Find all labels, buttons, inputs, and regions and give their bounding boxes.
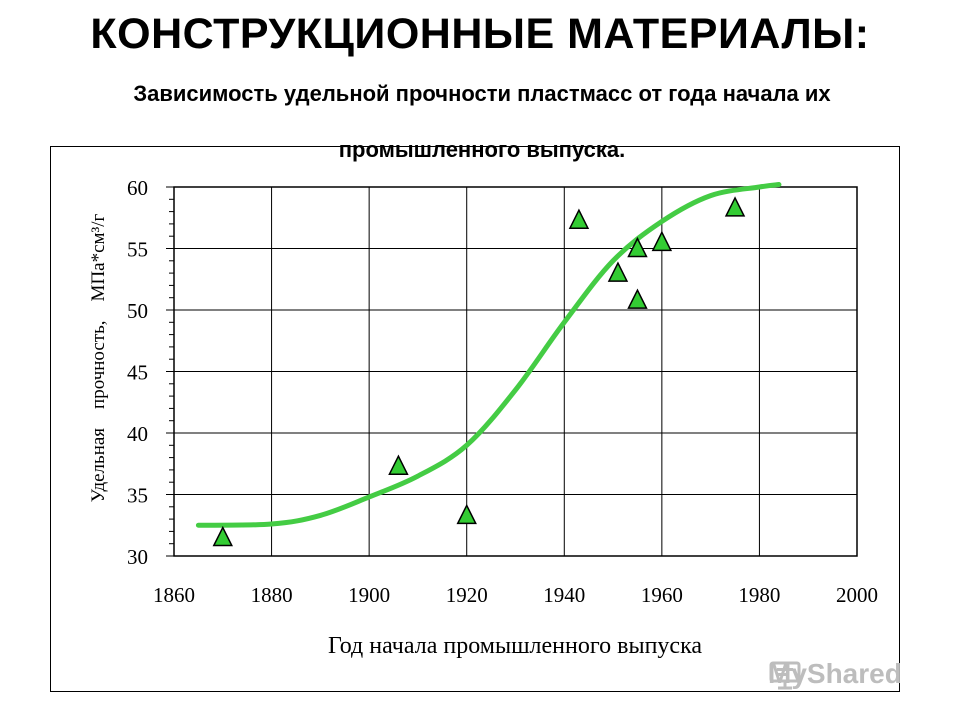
data-point xyxy=(724,196,746,217)
data-point xyxy=(651,230,673,252)
page-subtitle: Зависимость удельной прочности пластмасс… xyxy=(133,81,831,162)
x-tick-label: 1880 xyxy=(251,583,293,607)
y-tick-label: 50 xyxy=(127,299,148,323)
data-point xyxy=(607,261,629,282)
data-point xyxy=(627,236,648,258)
page-title: КОНСТРУКЦИОННЫЕ МАТЕРИАЛЫ: xyxy=(90,10,870,58)
y-tick-label: 45 xyxy=(127,361,148,385)
data-point xyxy=(388,454,409,475)
data-point xyxy=(456,503,477,525)
x-tick-label: 1960 xyxy=(641,583,683,607)
series-layer xyxy=(195,182,782,547)
y-tick-label: 60 xyxy=(127,176,148,200)
trend-curve xyxy=(195,182,782,528)
y-tick-label: 40 xyxy=(127,422,148,446)
y-tick-label: 55 xyxy=(127,238,148,262)
y-axis-label: Удельная прочность, МПа*см³/г xyxy=(88,213,109,502)
y-tick-label: 30 xyxy=(127,545,148,569)
data-point xyxy=(568,208,590,229)
chart-frame xyxy=(50,146,900,692)
data-point xyxy=(212,525,233,547)
x-axis-label: Год начала промышленного выпуска xyxy=(328,633,702,659)
y-tick-label: 35 xyxy=(127,484,148,508)
x-tick-label: 1920 xyxy=(446,583,488,607)
y-tick-labels: 30 35 40 45 50 55 60 xyxy=(127,176,148,569)
x-tick-label: 1980 xyxy=(738,583,780,607)
x-tick-label: 1940 xyxy=(543,583,585,607)
x-tick-label: 1860 xyxy=(153,583,195,607)
watermark: MyShared xyxy=(768,657,902,691)
data-point xyxy=(627,288,648,309)
presentation-board-icon xyxy=(769,661,801,690)
x-tick-label: 2000 xyxy=(836,583,878,607)
x-tick-labels: 1860 1880 1900 1920 1940 1960 1980 2000 xyxy=(153,583,878,607)
x-tick-label: 1900 xyxy=(348,583,390,607)
